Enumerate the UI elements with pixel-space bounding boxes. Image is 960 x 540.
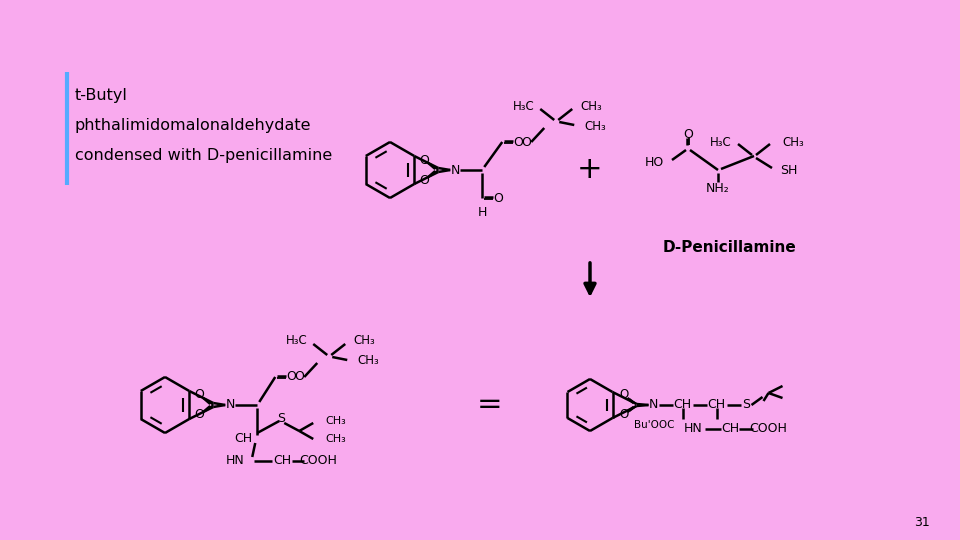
Text: S: S [277, 413, 285, 426]
Text: phthalimidomalonaldehydate: phthalimidomalonaldehydate [75, 118, 311, 133]
Text: O: O [619, 408, 628, 422]
Text: HN: HN [684, 422, 703, 435]
Text: condensed with D-penicillamine: condensed with D-penicillamine [75, 148, 332, 163]
Text: H₃C: H₃C [285, 334, 307, 348]
Text: N: N [226, 399, 235, 411]
Text: O: O [194, 408, 204, 422]
Text: CH₃: CH₃ [782, 136, 804, 148]
Text: H₃C: H₃C [513, 99, 535, 112]
Text: CH: CH [274, 455, 291, 468]
Text: O: O [514, 136, 523, 148]
Text: 31: 31 [914, 516, 930, 529]
Text: SH: SH [780, 164, 798, 177]
Text: CH₃: CH₃ [325, 416, 346, 426]
Text: HO: HO [645, 156, 664, 168]
Text: CH₃: CH₃ [325, 434, 346, 444]
Text: O: O [493, 192, 503, 205]
Text: Bu'OOC: Bu'OOC [634, 420, 675, 430]
Text: O: O [619, 388, 628, 402]
Text: CH₃: CH₃ [585, 119, 606, 132]
Text: H: H [477, 206, 487, 219]
Text: O: O [420, 173, 429, 186]
Text: CH: CH [674, 399, 691, 411]
Text: N: N [450, 164, 460, 177]
Text: COOH: COOH [750, 422, 787, 435]
Text: COOH: COOH [300, 455, 337, 468]
Text: O: O [420, 153, 429, 166]
Text: HN: HN [226, 455, 244, 468]
Text: =: = [477, 390, 503, 420]
Text: D-Penicillamine: D-Penicillamine [663, 240, 797, 255]
Text: NH₂: NH₂ [707, 181, 730, 194]
Text: O: O [521, 136, 531, 148]
Text: O: O [194, 388, 204, 402]
Text: O: O [684, 127, 693, 140]
Text: t-Butyl: t-Butyl [75, 88, 128, 103]
Text: N: N [649, 399, 659, 411]
Text: S: S [742, 399, 751, 411]
Text: +: + [577, 156, 603, 185]
Text: H₃C: H₃C [710, 136, 732, 148]
Text: CH₃: CH₃ [353, 334, 375, 348]
Text: CH: CH [708, 399, 726, 411]
Text: CH: CH [722, 422, 739, 435]
Text: O: O [286, 370, 297, 383]
Text: CH₃: CH₃ [580, 99, 602, 112]
Text: CH₃: CH₃ [357, 354, 379, 368]
Text: O: O [295, 370, 304, 383]
Text: CH: CH [234, 431, 252, 444]
